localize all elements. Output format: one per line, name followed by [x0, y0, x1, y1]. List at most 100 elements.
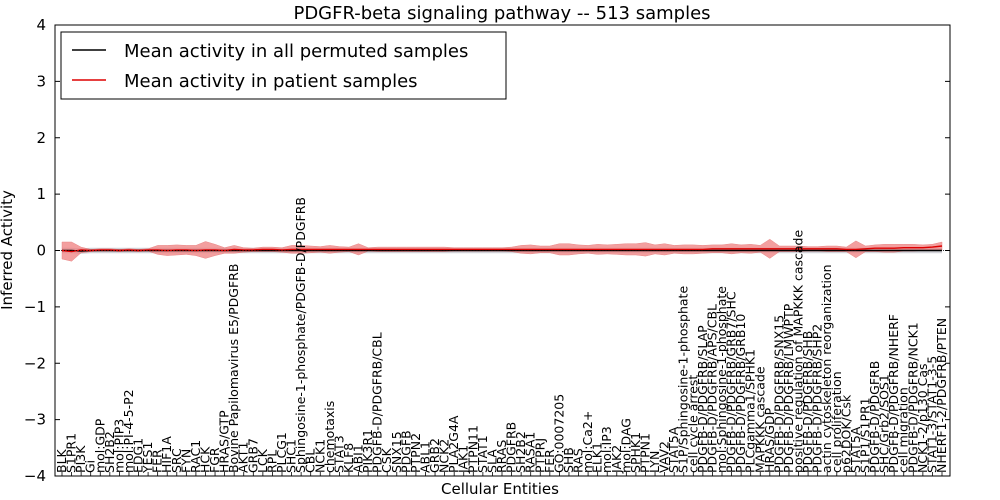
- entity-label: FER: [542, 449, 557, 473]
- y-tick-label: −1: [24, 298, 46, 316]
- entity-label: PDGFB-D/PDGFRB/NCK1: [905, 322, 920, 473]
- entity-label: PDGFB-D/PDGFRB/GRB7/SHC: [724, 291, 739, 473]
- entity-label: PDGFB-D/PDGFRB/GRB10: [733, 314, 748, 473]
- entity-label: PIK3R1: [360, 429, 375, 473]
- entity-label: CBL: [303, 449, 318, 473]
- entity-label: PDGFB-D/PDGFRB/SLAP: [695, 325, 710, 473]
- y-tick-label: −3: [24, 411, 46, 429]
- entity-label: RAC1: [188, 440, 203, 473]
- y-tick-label: 2: [36, 129, 46, 147]
- entity-label: NCK1-2/p130 Cas: [915, 363, 930, 473]
- entity-label: PTPN1: [638, 433, 653, 473]
- entity-label: STAT5A: [666, 426, 681, 473]
- entity-label: mol:GDP: [92, 418, 107, 473]
- entity-label: GRB2: [427, 438, 442, 473]
- entity-label: SPHK1: [628, 432, 643, 473]
- entity-label: SLA: [484, 449, 499, 473]
- entity-label: JAK2: [609, 445, 624, 474]
- entity-label: S1P/Sphingosine-1-phosphate: [676, 286, 691, 473]
- entity-label: Bovine Papilomavirus E5/PDGFRB: [226, 264, 241, 473]
- entity-label: S1PR1: [64, 433, 79, 473]
- entity-label: HIF1A: [159, 436, 174, 473]
- entity-label: MAPKKK cascade: [752, 366, 767, 473]
- y-tick-label: 3: [36, 72, 46, 90]
- entity-label: HCK: [198, 446, 213, 473]
- entity-label: mol:PIP3: [111, 419, 126, 473]
- entity-label: EDG1: [131, 438, 146, 473]
- entity-label: Gi: [83, 460, 98, 473]
- entity-label: BLK: [54, 448, 69, 473]
- entity-label: SHC1: [284, 439, 299, 473]
- y-tick-label: 1: [36, 185, 46, 203]
- entity-label: mol:Ca2+: [580, 411, 595, 473]
- entity-label: p62DOK/Csk: [838, 394, 853, 473]
- entity-label: mol:PI-4-5-P2: [121, 389, 136, 473]
- entity-label: PDGFB-D/PDGFRB: [867, 361, 882, 473]
- legend: Mean activity in all permuted samples Me…: [60, 31, 507, 100]
- entity-label: HRAS/GTP: [217, 410, 232, 473]
- entity-label: ABI1: [351, 444, 366, 473]
- entity-label: PDGFB-D/PDGFRB/APS/CBL: [704, 304, 719, 473]
- entity-label: ELK1: [590, 442, 605, 473]
- entity-label: RRAS: [494, 440, 509, 473]
- entity-label: PTPRJ: [532, 438, 547, 473]
- entity-label: S1P1/S1PR1: [858, 397, 873, 473]
- entity-label: VAV2: [657, 441, 672, 473]
- entity-label: HRAS/GDP: [762, 407, 777, 473]
- entity-label: SHC/Grb2/SOS1: [877, 374, 892, 473]
- entity-label: STAT5A: [848, 426, 863, 473]
- plot-frame: [54, 24, 951, 477]
- entity-label: NCK1: [312, 439, 327, 473]
- entity-label: GO:0007205: [551, 394, 566, 473]
- entity-label: PTPN11: [465, 425, 480, 473]
- patient-mean-line: [61, 245, 943, 253]
- entity-label: positive regulation of MAPKKK cascade: [791, 230, 806, 473]
- y-tick-label: −4: [24, 467, 46, 485]
- entity-label: PLA2G4A: [446, 415, 461, 473]
- legend-text-patient: Mean activity in patient samples: [124, 71, 418, 92]
- entity-label: STAT1: [475, 435, 490, 473]
- entity-label: SHB: [561, 447, 576, 473]
- y-axis-label: Inferred Activity: [0, 190, 16, 310]
- entity-label: RPL: [264, 450, 279, 473]
- y-tick-label: −2: [24, 354, 46, 372]
- entity-label: cell proliferation: [829, 371, 844, 473]
- entity-label: PI3K: [73, 445, 88, 473]
- entity-label: SNX15: [389, 431, 404, 473]
- entity-label: LYN: [647, 451, 662, 473]
- entity-label: KLF8: [341, 443, 356, 473]
- entity-label: PDGFB: [398, 430, 413, 473]
- entity-label: PTPN2: [408, 433, 423, 473]
- entity-label: SH2B2: [513, 431, 528, 473]
- entity-label: PLCG1: [274, 432, 289, 473]
- entity-label: STAT1-3/STAT1-3-5: [924, 356, 939, 473]
- entity-label: STAT3: [331, 435, 346, 473]
- entity-label: CSK: [379, 447, 394, 473]
- entity-label: FER: [150, 449, 165, 473]
- entity-label: PLCgamma1/SPHK1: [743, 349, 758, 473]
- entity-label: PDGFB-D/PDGFRB/NHERF: [886, 314, 901, 473]
- entity-label: AKT1: [236, 442, 251, 473]
- entity-label: YES1: [140, 442, 155, 474]
- entity-label: PDGFB-D/PDGFRB/SNX15: [771, 315, 786, 473]
- entity-label: cell migration: [896, 387, 911, 473]
- lines: [55, 245, 950, 253]
- entity-label: actin cytoskeleton reorganization: [819, 264, 834, 473]
- entity-label: LCK: [255, 448, 270, 473]
- chart-title: PDGFR-beta signaling pathway -- 513 samp…: [293, 3, 710, 24]
- entity-label: PDGFB-D/PDGFRB/SHB: [800, 331, 815, 473]
- entity-label: mol:Sphingosine-1-phosphate: [714, 286, 729, 473]
- entity-label: NCK2: [437, 439, 452, 473]
- entity-label: PDGFB-D/PDGFRB/CBL: [370, 332, 385, 473]
- legend-box: [60, 31, 507, 100]
- entity-label: FYN: [178, 449, 193, 473]
- entity-label: GRB7: [245, 438, 260, 473]
- entity-label: SRC: [169, 448, 184, 473]
- entity-label: ABL1: [418, 441, 433, 473]
- entity-label: RASA1: [523, 432, 538, 473]
- y-tick-label: 0: [36, 242, 46, 260]
- entity-label: mol:DAG: [618, 418, 633, 473]
- entity-label: cell cycle arrest: [685, 375, 700, 473]
- legend-text-permuted: Mean activity in all permuted samples: [124, 41, 468, 62]
